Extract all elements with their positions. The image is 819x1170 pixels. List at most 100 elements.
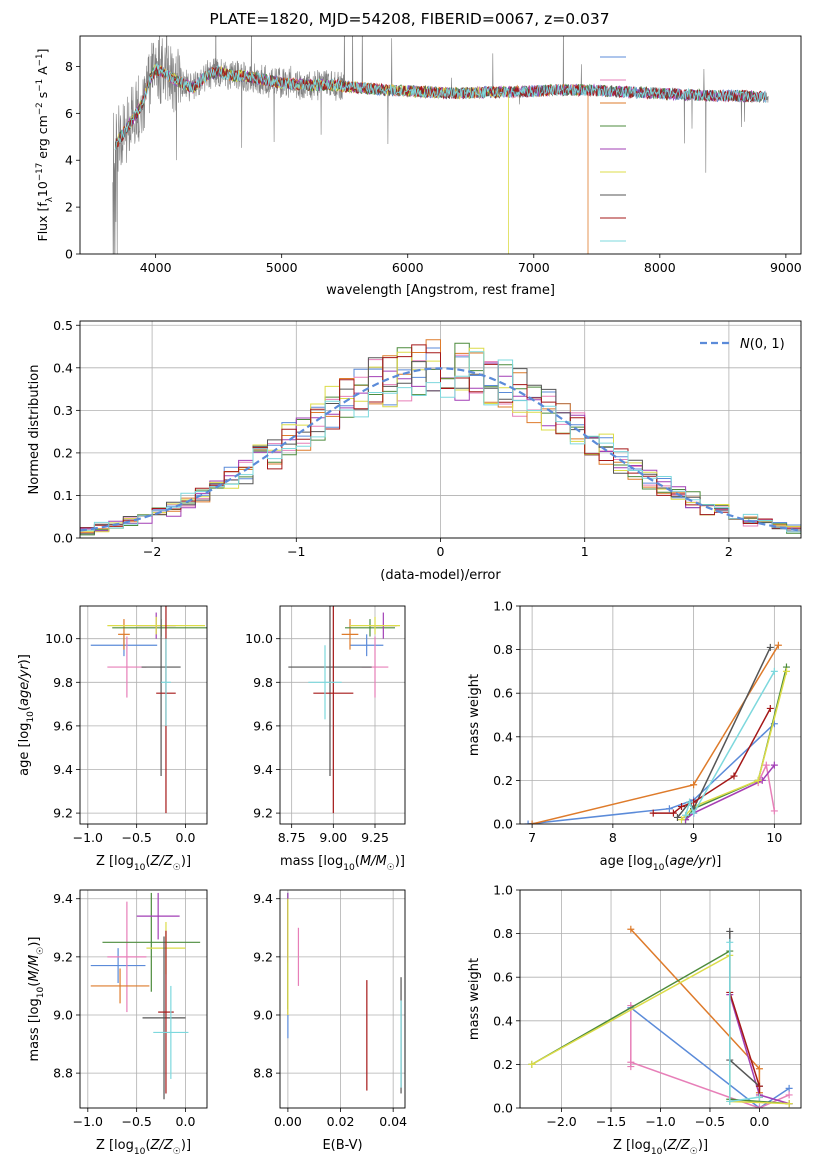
- label-part: (: [27, 982, 42, 987]
- label-part: Z [log: [613, 1138, 651, 1153]
- plus-marker: [686, 798, 694, 806]
- y-tick-label: 9.8: [253, 675, 273, 690]
- label-part: (: [662, 1138, 667, 1153]
- plot-frame: [519, 889, 802, 1109]
- plus-marker: [755, 1082, 763, 1090]
- errorbar-point: [341, 619, 359, 650]
- label-part: )]: [395, 854, 405, 869]
- y-tick-label: 9.6: [53, 718, 73, 733]
- y-tick-label: 10.0: [245, 631, 273, 646]
- gridlines: [280, 606, 405, 824]
- label-part: 10: [134, 863, 146, 873]
- label-part: mass [log: [280, 854, 343, 869]
- x-tick-label: −0.5: [121, 830, 151, 845]
- x-tick-label: −1.5: [596, 1114, 626, 1129]
- label-part: Z/Z: [150, 1138, 174, 1153]
- x-axis-label: (data-model)/error: [380, 568, 501, 583]
- plot-area: [287, 892, 402, 1094]
- normal-curve: [80, 367, 801, 532]
- label-part: )]: [711, 854, 721, 869]
- y-tick-label: 9.0: [53, 1007, 73, 1022]
- plot-frame: [79, 35, 802, 255]
- label-part: −17: [35, 163, 45, 181]
- y-tick-label: 0.8: [493, 926, 513, 941]
- weight-series: [680, 671, 788, 821]
- y-tick-label: 0.8: [493, 642, 513, 657]
- plus-marker: [762, 761, 770, 769]
- plot-frame: [279, 889, 406, 1109]
- label-part: −1: [35, 79, 45, 92]
- label-part: Z [log: [96, 854, 134, 869]
- x-tick-label: 0: [437, 544, 445, 559]
- plus-marker: [665, 805, 673, 813]
- plus-marker: [730, 772, 738, 780]
- x-tick-label: 5000: [266, 260, 298, 275]
- errorbar-point: [350, 634, 384, 657]
- plot-area: [112, 36, 769, 254]
- x-tick-label: −2: [143, 544, 161, 559]
- x-tick-label: 8000: [644, 260, 676, 275]
- y-tick-label: 9.4: [253, 762, 273, 777]
- gridlines: [520, 605, 801, 825]
- y-tick-label: 9.2: [53, 949, 73, 964]
- label-part: ☉: [387, 863, 395, 873]
- label-part: 10: [35, 181, 50, 197]
- label-part: ☉: [690, 1147, 698, 1157]
- y-tick-label: 2: [65, 200, 73, 215]
- label-part: (: [17, 706, 32, 711]
- y-tick-label: 0.0: [493, 817, 513, 832]
- plot-area: [524, 641, 790, 824]
- label-part: Z/Z: [667, 1138, 691, 1153]
- x-tick-label: 0.0: [176, 830, 196, 845]
- label-part: )]: [17, 654, 32, 664]
- data-spectrum: [112, 36, 769, 254]
- label-part: s: [35, 92, 50, 103]
- ticks: −1.0 −0.5 0.0 9.2 9.4 9.6 9.8 10.0: [45, 631, 195, 845]
- label-part: N: [740, 337, 750, 352]
- y-axis-label: Flux [fλ10−17 erg cm−2 s−1 A−1]: [35, 49, 55, 242]
- x-tick-label: 10: [766, 830, 782, 845]
- plot-area: [288, 606, 400, 814]
- y-tick-label: 0.2: [493, 1057, 513, 1072]
- plus-marker: [770, 667, 778, 675]
- plot-area: [528, 925, 793, 1108]
- plus-marker: [774, 641, 782, 649]
- plus-marker: [677, 816, 685, 824]
- label-part: (: [355, 854, 360, 869]
- errorbar-point: [345, 619, 395, 637]
- y-tick-label: 8: [65, 59, 73, 74]
- y-axis-label: mass weight: [467, 958, 482, 1040]
- label-part: 10: [26, 711, 36, 723]
- y-tick-label: 0.5: [53, 318, 73, 333]
- label-part: λ: [45, 197, 55, 202]
- plot-area: [80, 339, 801, 536]
- plus-marker: [785, 1091, 793, 1099]
- x-tick-label: 8: [609, 830, 617, 845]
- x-tick-label: 1: [581, 544, 589, 559]
- label-part: (: [145, 1138, 150, 1153]
- plot-frame: [279, 605, 406, 825]
- weight-series: [653, 708, 771, 814]
- plus-marker: [754, 776, 762, 784]
- weight-series: [630, 1007, 790, 1108]
- label-part: age/yr: [670, 854, 713, 869]
- legend-entry: N(0, 1): [740, 337, 785, 352]
- errorbar-point: [118, 619, 130, 650]
- plus-marker: [726, 938, 734, 946]
- plus-marker: [755, 1104, 763, 1108]
- label-part: Z/Z: [150, 854, 174, 869]
- label-part: )]: [181, 854, 191, 869]
- x-tick-label: −2.0: [546, 1114, 576, 1129]
- errorbar-point: [350, 616, 400, 635]
- x-tick-label: 0.04: [379, 1114, 407, 1129]
- plus-marker: [627, 1058, 635, 1066]
- x-tick-label: 0.0: [749, 1114, 769, 1129]
- x-tick-label: 6000: [392, 260, 424, 275]
- y-tick-label: 6: [65, 106, 73, 121]
- age-vs-z-panel: −1.0 −0.5 0.09.29.49.69.810.0Z [log10(Z/Z☉…: [17, 605, 208, 873]
- label-part: (: [664, 854, 669, 869]
- plus-marker: [782, 667, 790, 675]
- label-part: (0, 1): [750, 337, 785, 352]
- histogram-series: [80, 351, 801, 533]
- label-part: M/M: [360, 854, 387, 869]
